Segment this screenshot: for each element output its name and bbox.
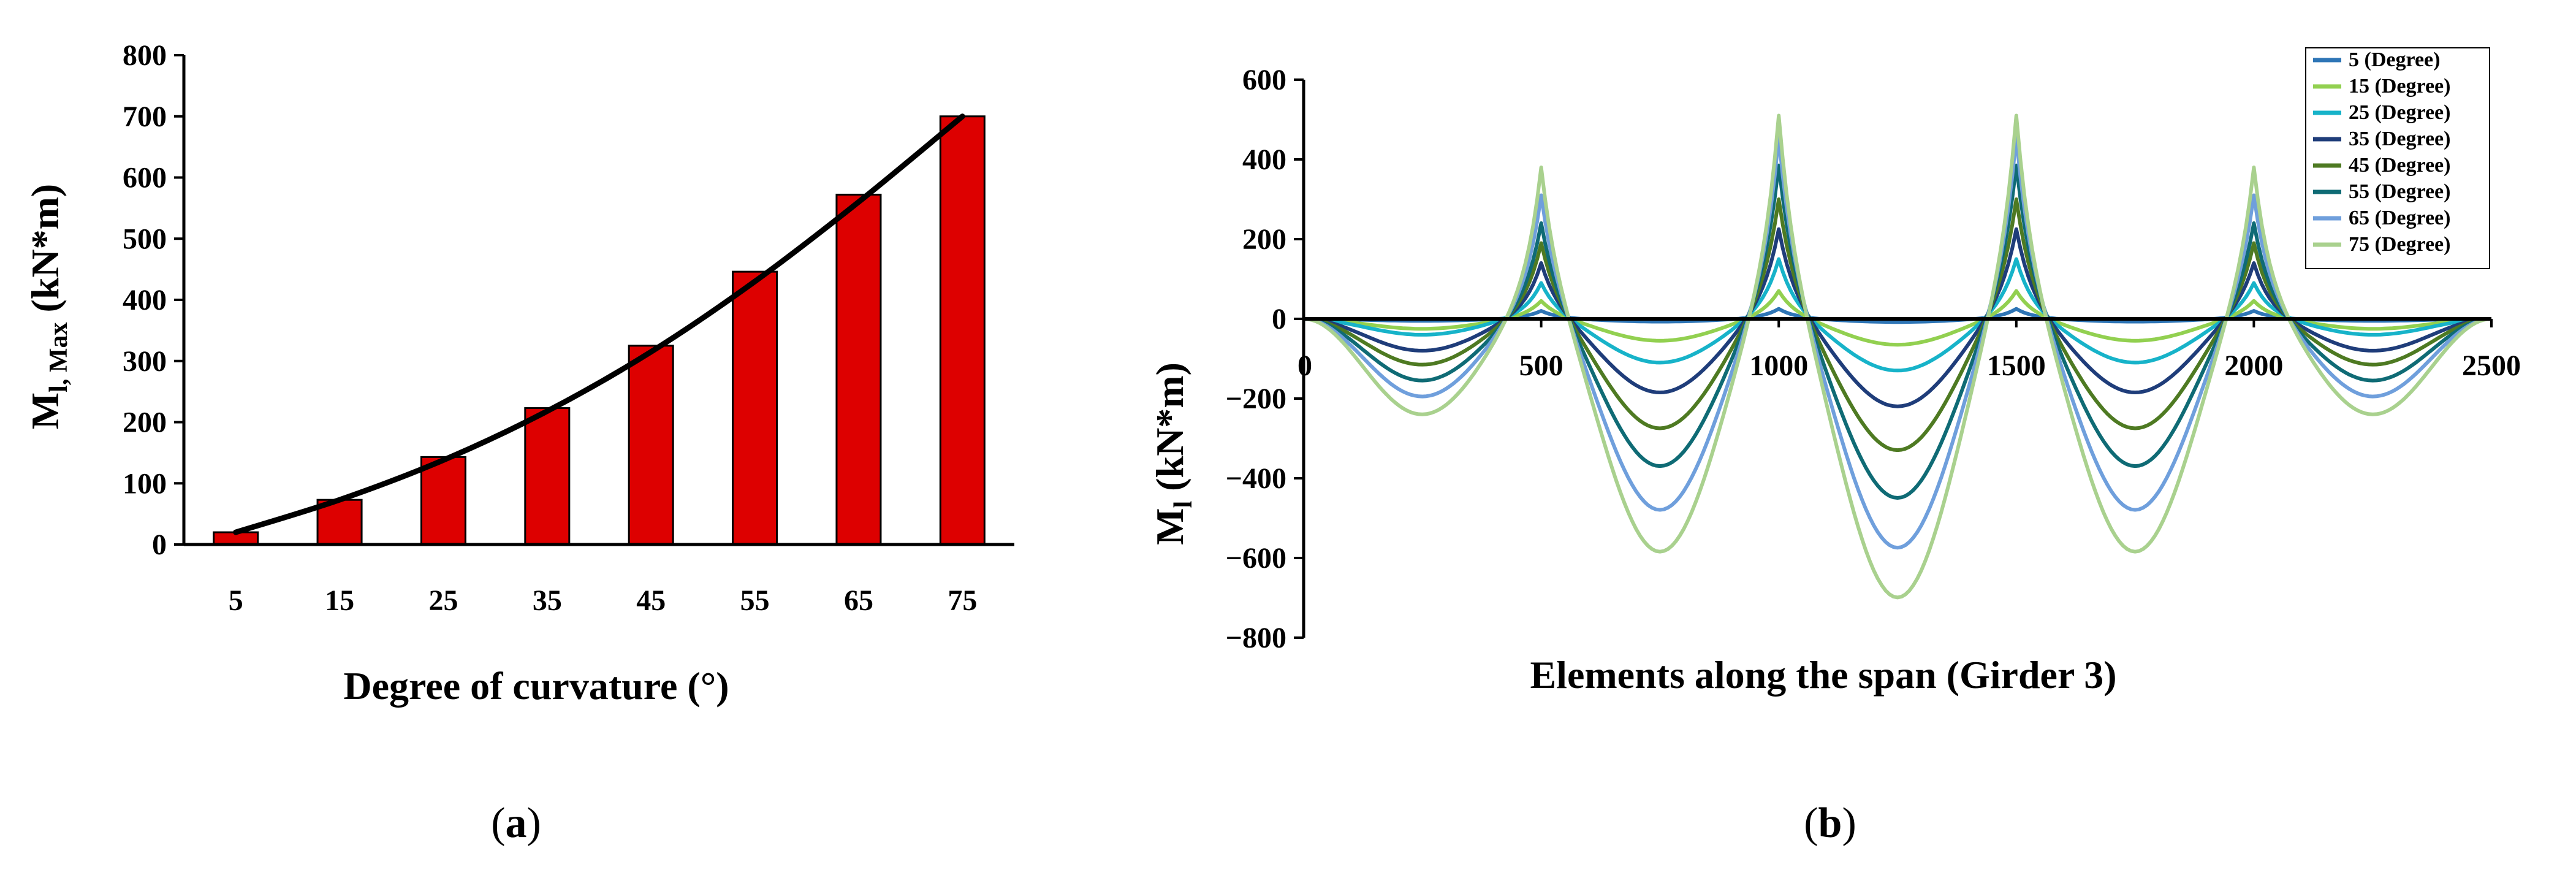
chart-a-bar: [939, 115, 986, 546]
chart-a-xtick-label: 75: [948, 584, 977, 617]
chart-b-legend-label: 25 (Degree): [2349, 101, 2450, 124]
chart-a-xtick-label: 45: [636, 584, 666, 617]
chart-a-bar: [732, 270, 778, 546]
chart-a-xtick-label: 15: [325, 584, 354, 617]
chart-a-caption: (a): [491, 800, 541, 847]
chart-a-bar: [835, 193, 882, 546]
chart-b-xtick-label: 1500: [1987, 350, 2046, 382]
chart-b-ytick-label: 400: [1242, 143, 1286, 176]
panel-a-bar-chart: Ml, Max (kN*m) 0 100 200 300 400 500 600 700 800…: [23, 39, 1014, 847]
chart-a-bar: [524, 407, 571, 546]
chart-b-caption: (b): [1804, 800, 1856, 847]
chart-b-legend-label: 75 (Degree): [2349, 233, 2450, 256]
chart-b-series-line: [1303, 113, 2492, 600]
chart-b-ytick-label: −200: [1226, 383, 1286, 415]
chart-a-ylabel: Ml, Max (kN*m): [23, 184, 73, 429]
chart-b-y-ticks: 600 400 200 0 −200 −400 −600 −800: [1226, 64, 1304, 654]
chart-a-x-ticks: 5 15 25 35 45 55 65 75: [229, 584, 978, 617]
chart-a-xtick-label: 25: [428, 584, 458, 617]
chart-a-ytick-label: 400: [123, 284, 167, 316]
chart-b-ytick-label: 0: [1272, 303, 1286, 335]
chart-b-ytick-label: 600: [1242, 64, 1286, 96]
chart-b-legend-label: 55 (Degree): [2349, 180, 2450, 203]
chart-a-y-ticks: 0 100 200 300 400 500 600 700 800: [123, 39, 184, 561]
chart-b-ytick-label: −400: [1226, 462, 1286, 495]
chart-b-xtick-label: 2000: [2224, 350, 2283, 382]
chart-a-ytick-label: 500: [123, 223, 167, 255]
chart-b-legend: 5 (Degree) 15 (Degree) 25 (Degree) 35 (Degr…: [2305, 47, 2490, 269]
chart-b-xtick-label: 500: [1519, 350, 1563, 382]
chart-a-xtick-label: 35: [533, 584, 562, 617]
chart-b-ylabel: Ml (kN*m): [1148, 362, 1198, 545]
chart-a-xtick-label: 65: [844, 584, 873, 617]
chart-a-xlabel: Degree of curvature (°): [343, 664, 729, 708]
chart-a-ytick-label: 0: [152, 529, 167, 561]
chart-b-x-ticks: 0 500 1000 1500 2000 2500: [1297, 319, 2521, 382]
chart-b-legend-label: 35 (Degree): [2349, 128, 2450, 150]
chart-b-xtick-label: 1000: [1749, 350, 1808, 382]
chart-a-ytick-label: 700: [123, 101, 167, 133]
chart-a-bar: [420, 456, 466, 546]
chart-a-ytick-label: 200: [123, 407, 167, 439]
chart-b-legend-label: 65 (Degree): [2349, 207, 2450, 229]
chart-a-ytick-label: 300: [123, 345, 167, 378]
chart-a-ytick-label: 600: [123, 162, 167, 194]
chart-b-xtick-label: 2500: [2462, 350, 2521, 382]
chart-b-legend-label: 15 (Degree): [2349, 75, 2450, 97]
chart-a-bars: [213, 115, 986, 546]
chart-b-legend-label: 5 (Degree): [2349, 48, 2440, 71]
chart-a-ytick-label: 100: [123, 467, 167, 500]
chart-b-ytick-label: −600: [1226, 542, 1286, 575]
chart-a-bar: [628, 345, 674, 546]
chart-b-legend-label: 45 (Degree): [2349, 154, 2450, 177]
chart-a-trendline: [233, 113, 965, 535]
chart-a-xtick-label: 55: [740, 584, 770, 617]
chart-b-xlabel: Elements along the span (Girder 3): [1530, 653, 2116, 697]
chart-b-ytick-label: −800: [1226, 622, 1286, 654]
chart-a-ytick-label: 800: [123, 39, 167, 72]
chart-b-xtick-label: 0: [1297, 350, 1312, 382]
chart-b-ytick-label: 200: [1242, 223, 1286, 256]
chart-a-xtick-label: 5: [229, 584, 243, 617]
